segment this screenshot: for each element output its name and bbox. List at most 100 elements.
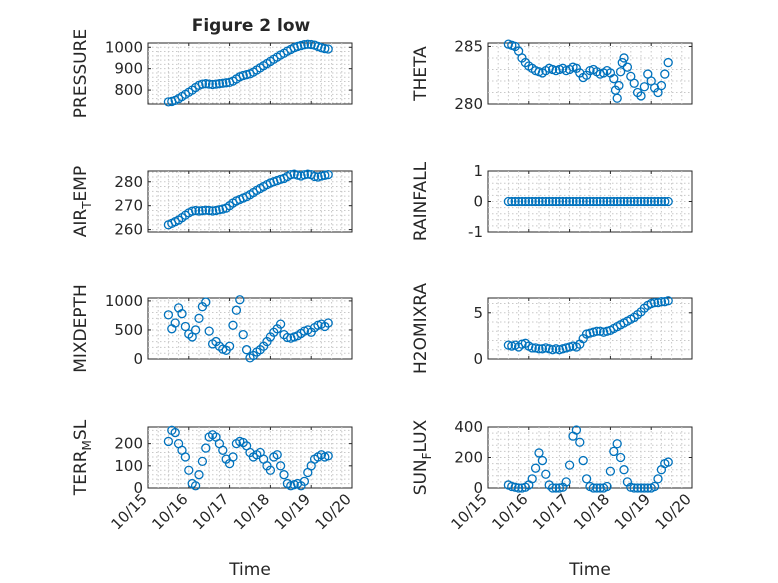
y-axis-label: THETA: [411, 46, 431, 102]
data-point: [197, 456, 208, 467]
data-point: [598, 196, 609, 207]
data-point: [265, 465, 276, 475]
subplot-mixdepth: 0 500 1000 MIXDEPTH: [71, 284, 353, 373]
data-point: [510, 482, 520, 492]
data-point: [595, 196, 605, 207]
series-h2omixra: [503, 296, 673, 355]
y-tick-label: 200: [114, 435, 143, 453]
data-point: [241, 345, 252, 355]
y-tick-label: 0: [133, 350, 143, 368]
data-point: [629, 78, 639, 88]
data-point: [510, 196, 520, 207]
data-point: [619, 196, 629, 207]
data-point: [636, 91, 646, 101]
data-point: [636, 196, 646, 207]
data-point: [639, 196, 650, 207]
y-tick-label: 285: [454, 37, 483, 55]
data-point: [197, 79, 208, 89]
data-point: [207, 79, 218, 90]
data-point: [568, 196, 578, 207]
data-point: [561, 196, 571, 207]
data-point: [592, 326, 602, 336]
data-point: [194, 470, 204, 480]
y-tick-label: 270: [114, 197, 143, 215]
data-point: [541, 469, 551, 479]
data-point: [541, 196, 551, 207]
y-tick-label: 0: [133, 479, 143, 497]
data-point: [163, 436, 174, 447]
data-point: [228, 452, 238, 462]
subplot-h2omixra: 0 5 H2OMIXRA: [411, 283, 693, 374]
data-point: [622, 196, 633, 207]
data-point: [235, 295, 245, 305]
data-point: [194, 206, 204, 216]
data-point: [163, 97, 174, 107]
data-point: [649, 481, 660, 492]
data-point: [286, 169, 296, 180]
data-point: [204, 79, 214, 89]
data-point: [547, 483, 558, 493]
data-point: [547, 196, 558, 207]
data-point: [575, 437, 585, 447]
data-point: [275, 319, 286, 329]
data-point: [218, 445, 228, 455]
data-point: [571, 425, 582, 435]
data-point: [561, 477, 571, 487]
y-tick-label: 1: [473, 162, 483, 180]
data-point: [218, 78, 228, 88]
data-point: [649, 297, 660, 308]
data-point: [629, 196, 639, 207]
data-point: [224, 341, 235, 351]
data-point: [663, 296, 673, 306]
data-point: [605, 196, 616, 207]
data-point: [299, 170, 310, 180]
data-point: [649, 196, 660, 207]
data-point: [615, 196, 626, 207]
data-point: [170, 427, 180, 438]
data-point: [575, 196, 585, 207]
data-point: [231, 305, 242, 315]
y-tick-label: 0: [473, 479, 483, 497]
y-tick-label: 400: [454, 418, 483, 436]
data-point: [554, 483, 565, 493]
data-point: [595, 483, 605, 493]
data-point: [537, 196, 548, 207]
data-point: [527, 196, 537, 207]
data-point: [323, 318, 333, 328]
data-point: [592, 196, 602, 207]
data-point: [201, 205, 211, 215]
data-point: [653, 196, 663, 207]
data-point: [534, 344, 544, 354]
data-point: [615, 452, 626, 463]
data-point: [530, 196, 541, 207]
data-point: [592, 483, 602, 493]
data-point: [187, 206, 197, 216]
y-axis-label: SUNFLUX: [411, 419, 434, 495]
data-point: [527, 343, 537, 353]
data-point: [190, 481, 201, 491]
data-point: [554, 196, 565, 207]
data-point: [275, 461, 286, 471]
subplot-rainfall: -1 0 1 RAINFALL: [411, 161, 693, 241]
data-point: [513, 196, 524, 207]
data-point: [211, 79, 221, 89]
data-point: [605, 466, 616, 476]
y-axis-label: MIXDEPTH: [71, 284, 91, 373]
data-point: [564, 460, 575, 470]
data-point: [612, 196, 622, 207]
data-point: [602, 481, 612, 492]
data-point: [609, 196, 619, 207]
data-point: [194, 313, 204, 323]
series-sun_flux: [503, 425, 673, 493]
y-tick-label: 1000: [105, 292, 143, 310]
y-tick-label: 1000: [105, 38, 143, 56]
data-point: [201, 443, 211, 453]
data-point: [614, 80, 624, 91]
y-tick-label: 5: [473, 304, 483, 322]
data-point: [653, 474, 663, 484]
data-point: [588, 483, 599, 493]
data-point: [643, 196, 653, 207]
data-point: [503, 196, 514, 207]
data-point: [619, 465, 629, 475]
y-axis-label: TERRMSL: [71, 419, 94, 496]
